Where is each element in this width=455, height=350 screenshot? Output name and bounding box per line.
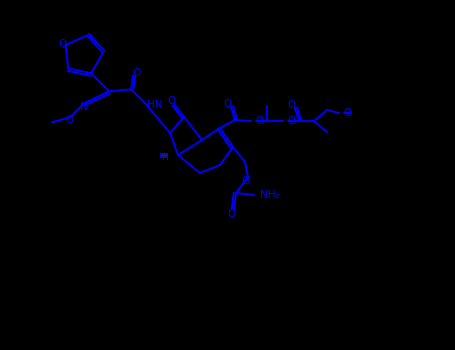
Text: H: H	[161, 154, 167, 162]
Text: N: N	[80, 102, 88, 112]
Text: O: O	[242, 176, 250, 186]
Bar	[160, 153, 167, 157]
Text: O: O	[287, 116, 295, 126]
Text: O: O	[255, 116, 263, 126]
Text: O: O	[224, 99, 232, 109]
Text: O: O	[288, 100, 296, 110]
Text: O: O	[132, 68, 140, 78]
Text: O: O	[65, 115, 73, 125]
Text: NH₂: NH₂	[260, 190, 280, 200]
Text: O: O	[167, 96, 175, 106]
Text: HN: HN	[147, 100, 162, 110]
Text: O: O	[343, 108, 351, 118]
Text: O: O	[228, 209, 236, 219]
Text: O: O	[59, 39, 67, 49]
